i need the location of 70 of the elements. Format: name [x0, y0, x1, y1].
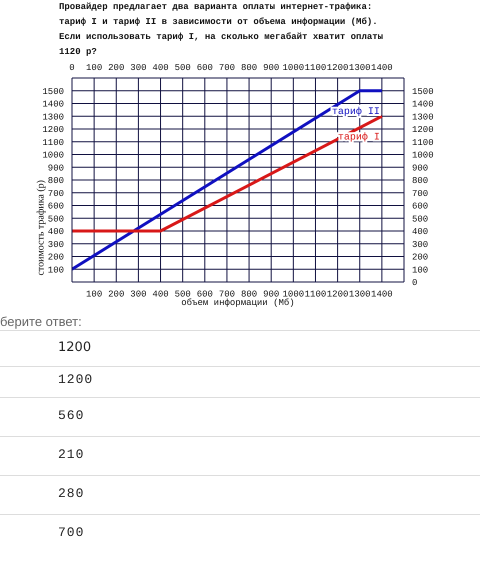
x2-tick-label: 500	[174, 63, 191, 73]
y-tick-label: 300	[48, 240, 64, 250]
x-axis-title: объем информации (Мб)	[181, 298, 295, 308]
x2-tick-label: 800	[240, 63, 258, 73]
y-tick-label: 1100	[42, 138, 64, 148]
x-tick-label: 400	[152, 289, 169, 300]
x2-tick-label: 900	[263, 63, 280, 73]
x-tick-label: 1300	[348, 289, 371, 300]
x-tick-label: 1200	[326, 289, 348, 300]
y-tick-label: 1200	[42, 125, 64, 136]
text: 210	[58, 447, 84, 462]
y2-tick-label: 1500	[412, 86, 434, 97]
x-tick-label: 700	[218, 289, 236, 300]
text: 280	[58, 486, 84, 501]
y-tick-label: 1400	[42, 100, 64, 110]
y-tick-label: 500	[48, 214, 64, 224]
y2-tick-label: 500	[412, 214, 428, 224]
x2-tick-label: 400	[152, 63, 169, 73]
x2-tick-label: 1300	[348, 63, 371, 73]
y-tick-label: 700	[48, 188, 64, 199]
x-tick-label: 1000	[282, 289, 304, 300]
y2-tick-label: 300	[412, 240, 428, 250]
y2-tick-label: 1400	[412, 100, 434, 110]
x2-tick-label: 1200	[326, 63, 348, 73]
y2-tick-label: 1300	[412, 112, 434, 122]
x2-tick-label: 1100	[304, 63, 326, 73]
x2-tick-label: 200	[108, 63, 124, 73]
x2-tick-label: 0	[69, 63, 75, 73]
text: 700	[58, 525, 84, 540]
y2-tick-label: 1100	[412, 138, 434, 148]
text: 1200	[58, 340, 92, 355]
text: 1200	[58, 372, 94, 387]
x2-tick-label: 300	[130, 63, 146, 73]
x-tick-label: 1400	[371, 289, 393, 300]
x2-tick-label: 1400	[371, 63, 393, 73]
y-tick-label: 800	[48, 176, 64, 186]
y2-tick-label: 800	[412, 176, 428, 186]
y2-tick-label: 600	[412, 202, 428, 212]
text: берите ответ:	[0, 314, 82, 329]
y2-tick-label: 1000	[412, 150, 434, 161]
chart-title: Провайдер предлагает два варианта оплаты интернет-трафика: тариф I и тариф II в зависимости от объема информации (Мб). Если использовать тариф I, на сколько мегабайт хватит оплаты 1120 р?	[59, 1, 384, 59]
x2-tick-label: 700	[218, 63, 236, 73]
y-tick-label: 100	[48, 265, 64, 276]
y-tick-label: 400	[48, 227, 64, 238]
y-tick-label: 600	[48, 202, 64, 212]
x2-tick-label: 600	[196, 63, 213, 73]
x-tick-label: 600	[196, 289, 213, 300]
x-tick-label: 500	[174, 289, 191, 300]
y2-tick-label: 900	[412, 163, 428, 174]
x-tick-label: 1100	[304, 289, 326, 300]
x-tick-label: 800	[240, 289, 258, 300]
x2-tick-label: 1000	[282, 63, 304, 73]
x-tick-label: 900	[263, 289, 280, 300]
y2-tick-label: 700	[412, 188, 428, 199]
y-tick-label: 1000	[42, 150, 64, 161]
y2-tick-label: 100	[412, 265, 428, 276]
y2-tick-label: 400	[412, 227, 428, 238]
y2-tick-label: 200	[412, 252, 428, 263]
y-tick-label: 1300	[42, 112, 64, 122]
y-tick-label: 1500	[42, 86, 64, 97]
x-tick-label: 300	[130, 289, 146, 300]
x2-tick-label: 100	[86, 63, 102, 73]
y-tick-label: 200	[48, 252, 64, 263]
y2-tick-label: 0	[412, 278, 418, 288]
y-axis-title: стоимость трафика (р)	[36, 180, 47, 276]
y-tick-label: 900	[48, 163, 64, 174]
x-tick-label: 100	[86, 289, 102, 300]
y2-tick-label: 1200	[412, 125, 434, 136]
text: 560	[58, 408, 84, 423]
x-tick-label: 200	[108, 289, 124, 300]
